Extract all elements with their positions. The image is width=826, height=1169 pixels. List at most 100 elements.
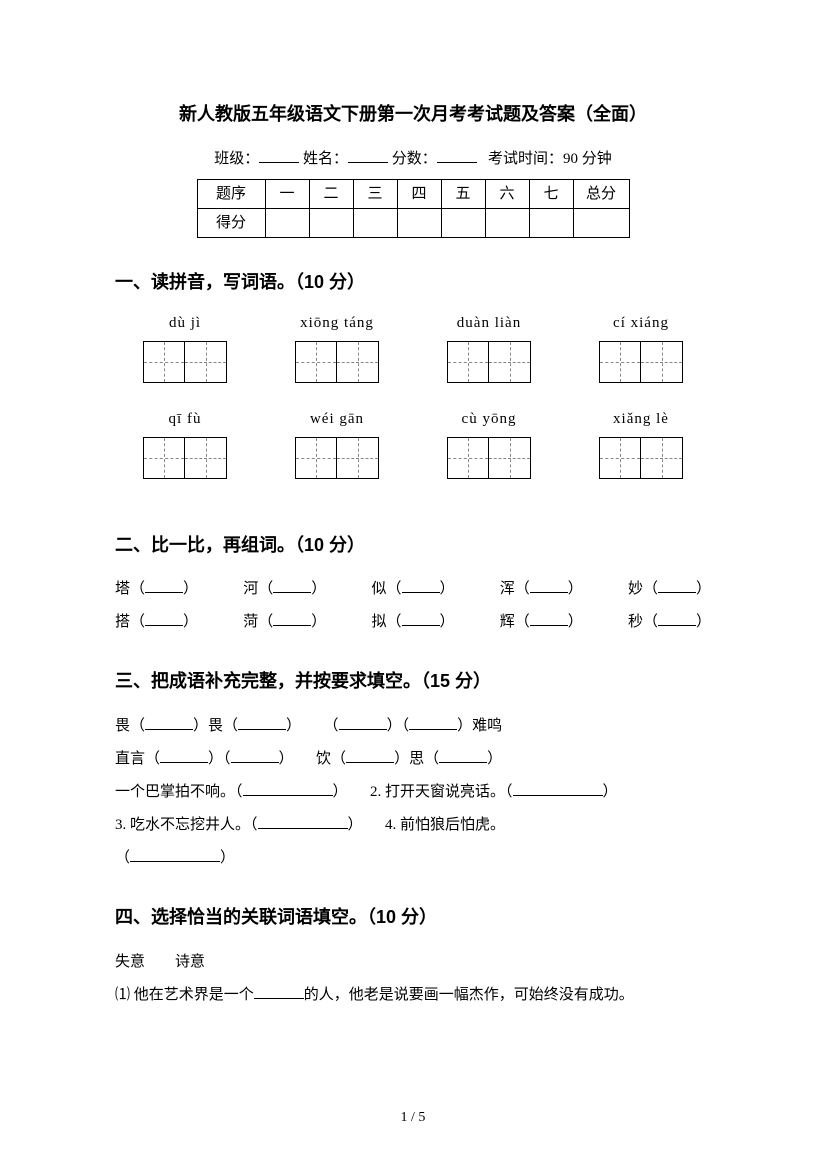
fill-blank[interactable] bbox=[258, 815, 348, 829]
pinyin-item: cù yōng bbox=[419, 407, 559, 479]
t: （ bbox=[324, 718, 339, 734]
fill-blank[interactable] bbox=[530, 612, 568, 626]
t: ）畏（ bbox=[193, 718, 238, 734]
char-box[interactable] bbox=[489, 341, 531, 383]
q4-words: 失意 诗意 bbox=[115, 946, 711, 979]
fill-blank[interactable] bbox=[402, 579, 440, 593]
t: ） bbox=[220, 850, 235, 866]
q2-row1: 塔（） 河（） 似（） 浑（） 妙（） bbox=[115, 573, 711, 606]
q2-char: 辉 bbox=[500, 614, 515, 630]
score-cell[interactable] bbox=[309, 208, 353, 237]
char-box[interactable] bbox=[185, 437, 227, 479]
col-head: 六 bbox=[485, 179, 529, 208]
char-box[interactable] bbox=[447, 341, 489, 383]
score-blank[interactable] bbox=[437, 147, 477, 163]
col-head: 四 bbox=[397, 179, 441, 208]
fill-blank[interactable] bbox=[513, 782, 603, 796]
t: ）难鸣 bbox=[457, 718, 502, 734]
fill-blank[interactable] bbox=[273, 612, 311, 626]
page-title: 新人教版五年级语文下册第一次月考考试题及答案（全面） bbox=[115, 100, 711, 129]
fill-blank[interactable] bbox=[346, 749, 394, 763]
t: 直言（ bbox=[115, 751, 160, 767]
name-blank[interactable] bbox=[348, 147, 388, 163]
fill-blank[interactable] bbox=[658, 579, 696, 593]
fill-blank[interactable] bbox=[145, 579, 183, 593]
col-head: 三 bbox=[353, 179, 397, 208]
fill-blank[interactable] bbox=[402, 612, 440, 626]
pinyin-text: xiǎng lè bbox=[571, 407, 711, 431]
fill-blank[interactable] bbox=[273, 579, 311, 593]
q3-line2: 直言（）（） 饮（）思（） bbox=[115, 743, 711, 776]
col-head: 五 bbox=[441, 179, 485, 208]
fill-blank[interactable] bbox=[658, 612, 696, 626]
t: ） bbox=[487, 751, 502, 767]
pinyin-item: xiǎng lè bbox=[571, 407, 711, 479]
q2-char: 搭 bbox=[115, 614, 130, 630]
pinyin-text: wéi gān bbox=[267, 407, 407, 431]
fill-blank[interactable] bbox=[530, 579, 568, 593]
t: ）（ bbox=[387, 718, 410, 734]
char-box[interactable] bbox=[447, 437, 489, 479]
pinyin-item: duàn liàn bbox=[419, 311, 559, 383]
score-cell[interactable] bbox=[485, 208, 529, 237]
fill-blank[interactable] bbox=[238, 716, 286, 730]
q4-line1: ⑴ 他在艺术界是一个的人，他老是说要画一幅杰作，可始终没有成功。 bbox=[115, 979, 711, 1012]
char-box[interactable] bbox=[143, 341, 185, 383]
fill-blank[interactable] bbox=[145, 716, 193, 730]
char-box[interactable] bbox=[641, 437, 683, 479]
q3-body: 畏（）畏（） （）（）难鸣 直言（）（） 饮（）思（） 一个巴掌拍不响。（） 2… bbox=[115, 710, 711, 875]
fill-blank[interactable] bbox=[145, 612, 183, 626]
char-box[interactable] bbox=[641, 341, 683, 383]
pinyin-text: duàn liàn bbox=[419, 311, 559, 335]
char-box[interactable] bbox=[295, 341, 337, 383]
char-box[interactable] bbox=[599, 341, 641, 383]
score-cell[interactable] bbox=[265, 208, 309, 237]
pinyin-item: wéi gān bbox=[267, 407, 407, 479]
q2-row2: 搭（） 菏（） 拟（） 辉（） 秒（） bbox=[115, 606, 711, 639]
pinyin-item: xiōng táng bbox=[267, 311, 407, 383]
fill-blank[interactable] bbox=[254, 985, 304, 999]
char-box[interactable] bbox=[489, 437, 531, 479]
char-box[interactable] bbox=[185, 341, 227, 383]
pinyin-text: cù yōng bbox=[419, 407, 559, 431]
char-box[interactable] bbox=[599, 437, 641, 479]
col-head: 一 bbox=[265, 179, 309, 208]
score-cell[interactable] bbox=[397, 208, 441, 237]
score-cell[interactable] bbox=[573, 208, 629, 237]
q2-head: 二、比一比，再组词。（10 分） bbox=[115, 531, 711, 560]
char-box[interactable] bbox=[143, 437, 185, 479]
fill-blank[interactable] bbox=[243, 782, 333, 796]
meta-row: 班级： 姓名： 分数： 考试时间：90 分钟 bbox=[115, 147, 711, 171]
fill-blank[interactable] bbox=[439, 749, 487, 763]
q4-head: 四、选择恰当的关联词语填空。（10 分） bbox=[115, 903, 711, 932]
q2-char: 秒 bbox=[628, 614, 643, 630]
q1-grid: dù jì xiōng táng duàn liàn cí xiáng qī f… bbox=[115, 311, 711, 503]
fill-blank[interactable] bbox=[160, 749, 208, 763]
char-box[interactable] bbox=[337, 437, 379, 479]
t: ） bbox=[333, 784, 348, 800]
fill-blank[interactable] bbox=[409, 716, 457, 730]
t: 2. 打开天窗说亮话。（ bbox=[370, 784, 513, 800]
t: 4. 前怕狼后怕虎。 bbox=[385, 817, 505, 833]
pinyin-text: cí xiáng bbox=[571, 311, 711, 335]
score-cell[interactable] bbox=[529, 208, 573, 237]
t: 一个巴掌拍不响。（ bbox=[115, 784, 243, 800]
class-blank[interactable] bbox=[259, 147, 299, 163]
q2-char: 拟 bbox=[371, 614, 386, 630]
t: ）思（ bbox=[394, 751, 439, 767]
fill-blank[interactable] bbox=[231, 749, 279, 763]
fill-blank[interactable] bbox=[130, 848, 220, 862]
char-box[interactable] bbox=[337, 341, 379, 383]
t: ） bbox=[603, 784, 618, 800]
char-box[interactable] bbox=[295, 437, 337, 479]
fill-blank[interactable] bbox=[339, 716, 387, 730]
score-cell[interactable] bbox=[353, 208, 397, 237]
row-label: 题序 bbox=[197, 179, 265, 208]
score-cell[interactable] bbox=[441, 208, 485, 237]
q2-body: 塔（） 河（） 似（） 浑（） 妙（） 搭（） 菏（） 拟（） 辉（） 秒（） bbox=[115, 573, 711, 639]
pinyin-item: dù jì bbox=[115, 311, 255, 383]
t: ）（ bbox=[208, 751, 231, 767]
t: ⑴ 他在艺术界是一个 bbox=[115, 987, 254, 1003]
score-label: 分数： bbox=[392, 151, 437, 167]
t: ） bbox=[348, 817, 363, 833]
